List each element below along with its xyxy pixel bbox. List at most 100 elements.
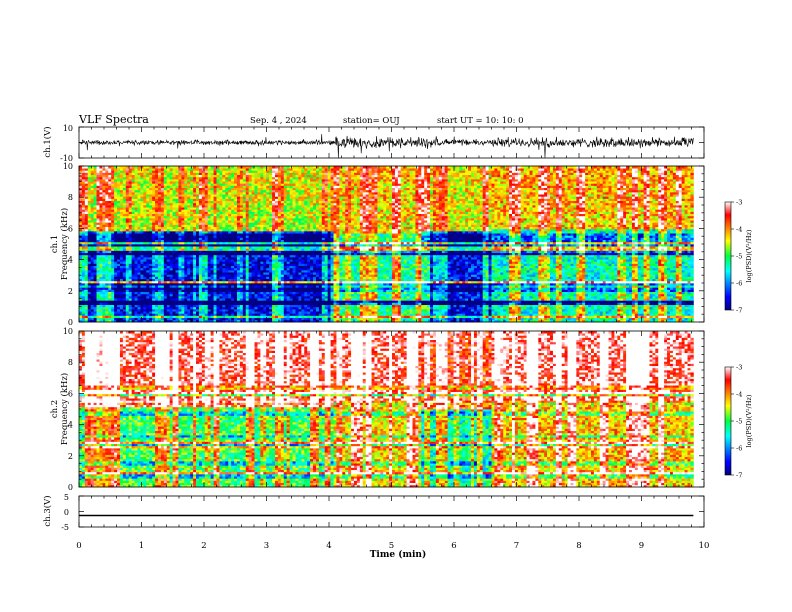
ch1-spec-cell bbox=[176, 192, 179, 195]
ch1-spec-cell bbox=[231, 225, 234, 228]
ch1-spec-cell bbox=[222, 188, 225, 191]
ch1-spec-cell bbox=[263, 183, 266, 186]
ch1-spec-cell bbox=[184, 266, 187, 269]
ch1-spec-cell bbox=[234, 257, 237, 260]
ch1-spec-cell bbox=[94, 281, 97, 284]
ch1-spec-cell bbox=[140, 205, 143, 208]
ch1-spec-cell bbox=[231, 266, 234, 269]
ch1-spec-cell bbox=[161, 290, 164, 293]
ch1-spec-cell bbox=[117, 300, 120, 303]
ch1-spec-cell bbox=[94, 220, 97, 223]
ch1-spec-cell bbox=[211, 266, 214, 269]
ch1-spec-cell bbox=[214, 222, 217, 225]
ch1-spec-cell bbox=[243, 268, 246, 271]
ch1-spec-cell bbox=[91, 179, 94, 182]
ch1-spec-cell bbox=[149, 225, 152, 228]
ch1-spec-cell bbox=[205, 292, 208, 295]
ch1-spec-cell bbox=[152, 279, 155, 282]
ch1-spec-cell bbox=[181, 309, 184, 312]
ch1-spec-cell bbox=[237, 290, 240, 293]
ch1-spec-cell bbox=[102, 305, 105, 308]
ch1-spec-cell bbox=[199, 222, 202, 225]
ch1-spec-cell bbox=[164, 298, 167, 301]
ch1-spec-cell bbox=[176, 229, 179, 232]
ch1-spec-cell bbox=[167, 199, 170, 202]
ch1-spec-cell bbox=[266, 290, 269, 293]
ch1-spec-cell bbox=[193, 244, 196, 247]
ch1-spec-cell bbox=[132, 186, 135, 189]
ch1-spec-cell bbox=[88, 242, 91, 245]
ch1-spec-cell bbox=[219, 188, 222, 191]
ch1-spec-cell bbox=[181, 177, 184, 180]
ch1-spec-cell bbox=[249, 311, 252, 314]
ch1-spec-cell bbox=[234, 212, 237, 215]
ch1-spec-cell bbox=[225, 298, 228, 301]
ch1-spec-cell bbox=[94, 253, 97, 256]
ch1-spec-cell bbox=[82, 212, 85, 215]
ch1-spec-cell bbox=[219, 292, 222, 295]
ch1-spec-cell bbox=[170, 179, 173, 182]
ch1-spec-cell bbox=[91, 257, 94, 260]
ch1-spec-cell bbox=[111, 170, 114, 173]
ch1-spec-cell bbox=[143, 181, 146, 184]
ch1-spec-cell bbox=[126, 225, 129, 228]
ch1-spec-cell bbox=[143, 218, 146, 221]
ch1-spec-cell bbox=[181, 281, 184, 284]
ch1-spec-cell bbox=[184, 238, 187, 241]
ch1-spec-cell bbox=[82, 266, 85, 269]
ch1-spec-cell bbox=[252, 285, 255, 288]
ch1-spec-cell bbox=[266, 205, 269, 208]
ch1-spec-cell bbox=[190, 214, 193, 217]
ch1-spec-cell bbox=[211, 188, 214, 191]
ch1-spec-cell bbox=[260, 266, 263, 269]
ch1-spec-cell bbox=[196, 316, 199, 319]
ch1-spec-cell bbox=[176, 318, 179, 321]
ch1-spec-cell bbox=[152, 190, 155, 193]
ch1-spec-cell bbox=[102, 229, 105, 232]
ch1-spec-cell bbox=[105, 318, 108, 321]
ch1-spec-cell bbox=[132, 209, 135, 212]
ch1-spec-cell bbox=[269, 290, 272, 293]
ch1-spec-cell bbox=[187, 264, 190, 267]
ch1-spec-cell bbox=[190, 316, 193, 319]
ch1-spec-cell bbox=[155, 196, 158, 199]
ch1-spec-cell bbox=[94, 177, 97, 180]
ch1-spec-cell bbox=[117, 303, 120, 306]
ch1-spec-cell bbox=[173, 305, 176, 308]
ch1-spec-cell bbox=[260, 175, 263, 178]
ch1-spec-cell bbox=[123, 179, 126, 182]
ch1-spec-cell bbox=[170, 294, 173, 297]
ch1-spec-cell bbox=[170, 285, 173, 288]
ch1-spec-cell bbox=[102, 287, 105, 290]
ch1-spec-cell bbox=[217, 227, 220, 230]
ch1-spec-cell bbox=[108, 209, 111, 212]
ch1-spec-cell bbox=[146, 255, 149, 258]
ch1-spec-cell bbox=[102, 214, 105, 217]
ch1-spec-cell bbox=[187, 307, 190, 310]
ch1-spec-cell bbox=[196, 175, 199, 178]
ch1-spec-cell bbox=[237, 305, 240, 308]
ch1-spec-cell bbox=[184, 183, 187, 186]
ch1-spec-cell bbox=[85, 168, 88, 171]
ch1-spec-cell bbox=[181, 233, 184, 236]
ch1-spec-cell bbox=[196, 181, 199, 184]
ch1-spec-cell bbox=[99, 199, 102, 202]
ch1-spec-cell bbox=[214, 240, 217, 243]
ch1-spec-cell bbox=[219, 225, 222, 228]
ch1-spec-cell bbox=[199, 231, 202, 234]
ch1-spec-cell bbox=[272, 177, 275, 180]
ch1-spec-cell bbox=[269, 266, 272, 269]
ch1-spec-cell bbox=[269, 316, 272, 319]
ch1-spec-cell bbox=[140, 216, 143, 219]
ch1-spec-cell bbox=[249, 274, 252, 277]
ch1-spec-cell bbox=[266, 279, 269, 282]
ch1-spec-cell bbox=[146, 205, 149, 208]
ch1-spec-cell bbox=[140, 192, 143, 195]
ch1-spec-cell bbox=[181, 242, 184, 245]
ch1-spec-cell bbox=[91, 298, 94, 301]
ch1-spec-cell bbox=[161, 296, 164, 299]
ch1-spec-cell bbox=[108, 272, 111, 275]
ch1-spec-cell bbox=[164, 201, 167, 204]
ch1-spec-cell bbox=[120, 246, 123, 249]
ch1-spec-cell bbox=[114, 196, 117, 199]
